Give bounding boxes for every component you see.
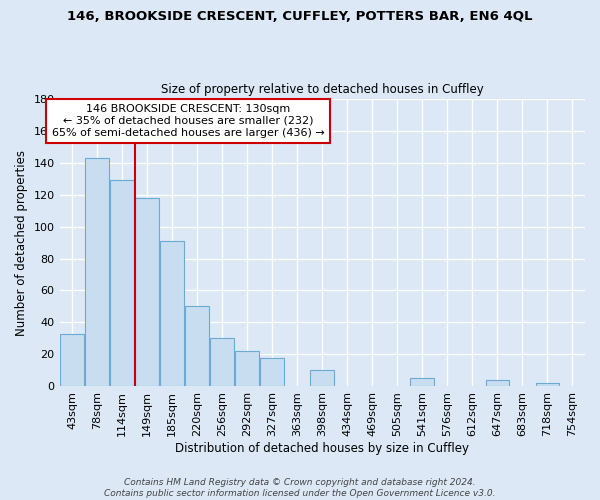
Bar (310, 370, 334, 386)
Bar (260, 358, 284, 386)
Bar (110, 180, 134, 386)
Text: Contains HM Land Registry data © Crown copyright and database right 2024.
Contai: Contains HM Land Registry data © Crown c… (104, 478, 496, 498)
X-axis label: Distribution of detached houses by size in Cuffley: Distribution of detached houses by size … (175, 442, 469, 455)
Bar (185, 306, 209, 386)
Bar (60, 334, 84, 386)
Text: 146, BROOKSIDE CRESCENT, CUFFLEY, POTTERS BAR, EN6 4QL: 146, BROOKSIDE CRESCENT, CUFFLEY, POTTER… (67, 10, 533, 23)
Bar (85, 158, 109, 386)
Y-axis label: Number of detached properties: Number of detached properties (15, 150, 28, 336)
Bar (135, 198, 159, 386)
Bar (235, 352, 259, 386)
Bar (536, 384, 559, 386)
Bar (410, 378, 434, 386)
Bar (210, 338, 234, 386)
Bar (485, 380, 509, 386)
Text: 146 BROOKSIDE CRESCENT: 130sqm
← 35% of detached houses are smaller (232)
65% of: 146 BROOKSIDE CRESCENT: 130sqm ← 35% of … (52, 104, 325, 138)
Title: Size of property relative to detached houses in Cuffley: Size of property relative to detached ho… (161, 83, 484, 96)
Bar (160, 241, 184, 386)
